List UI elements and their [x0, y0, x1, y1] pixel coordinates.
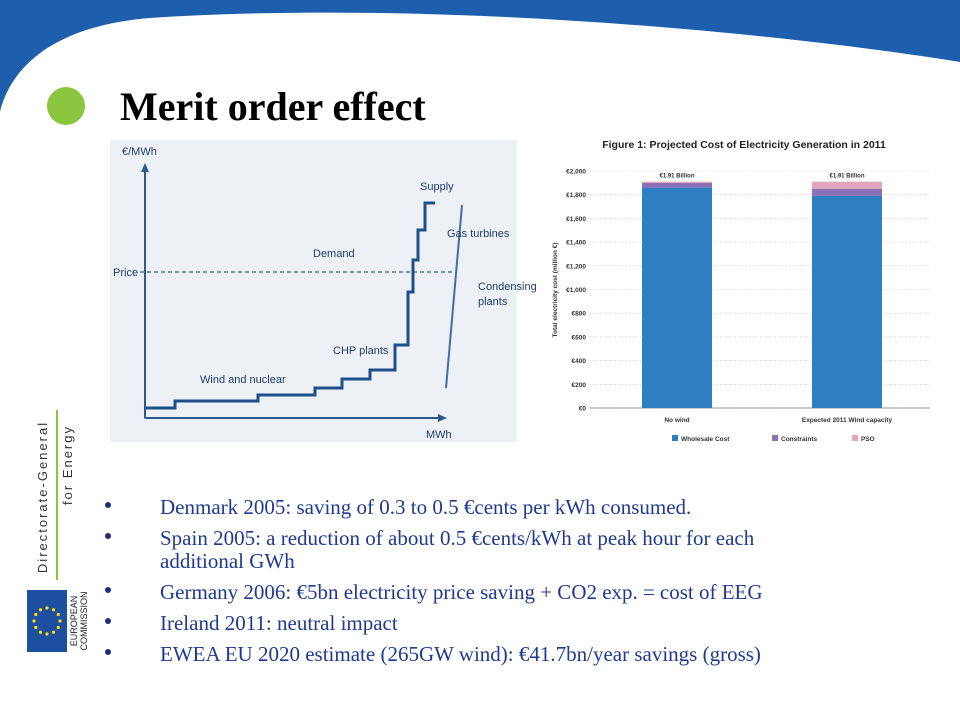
demand-line — [445, 204, 463, 389]
legend-label: Wholesale Cost — [681, 436, 730, 443]
star — [58, 619, 62, 623]
logo-line2: COMMISSION — [79, 591, 89, 650]
y-axis-label: Total electricity cost (million €) — [552, 243, 559, 338]
bullet-dot — [105, 649, 111, 655]
bullet-text: additional GWh — [160, 549, 295, 573]
supply-curve — [145, 201, 435, 410]
flag-stars — [32, 606, 62, 636]
bar-segment — [812, 195, 882, 408]
y-tick-label: €1,400 — [566, 240, 586, 247]
slide-title: Merit order effect — [120, 84, 426, 129]
bullet-dot — [105, 533, 111, 539]
diagram-bg — [110, 140, 517, 442]
label: Demand — [313, 248, 355, 260]
legend-swatch — [772, 435, 778, 441]
y-tick-label: €800 — [572, 311, 587, 318]
department: Directorate-General — [35, 421, 50, 573]
star — [38, 630, 43, 634]
bullet-dot — [105, 587, 111, 593]
title-dot — [47, 87, 85, 125]
y-tick-label: €1,200 — [566, 263, 586, 270]
star — [45, 606, 49, 610]
bullet-text: Spain 2005: a reduction of about 0.5 €ce… — [160, 526, 755, 550]
star — [56, 612, 60, 617]
y-tick-label: €1,600 — [566, 216, 586, 223]
star — [38, 608, 43, 612]
bar-annotation: €1.91 Billion — [659, 174, 694, 180]
star — [45, 632, 49, 636]
legend-swatch — [852, 435, 858, 441]
x-tick-label: Expected 2011 Wind capacity — [802, 417, 893, 424]
label: Wind and nuclear — [200, 374, 286, 386]
bar-chart: €0 €200 €400 €600 €800 €1,000 €1,200 €1,400 €1,6… — [566, 169, 930, 443]
bar-segment — [642, 182, 712, 188]
bullet-text: Ireland 2011: neutral impact — [160, 611, 398, 635]
arrow — [438, 414, 447, 422]
y-tick-label: €1,800 — [566, 192, 586, 199]
label: plants — [478, 296, 508, 308]
bar-segment — [812, 188, 882, 196]
label: €/MWh — [122, 146, 157, 158]
y-tick-label: €2,000 — [566, 169, 586, 176]
bullet-text: Denmark 2005: saving of 0.3 to 0.5 €cent… — [160, 495, 691, 519]
bullet-list: Denmark 2005: saving of 0.3 to 0.5 €cent… — [105, 495, 763, 666]
bullet-note: cost of EEG — [660, 580, 763, 604]
arrow — [141, 163, 149, 172]
star — [51, 608, 56, 612]
y-tick-label: €0 — [579, 406, 587, 413]
bullet-dot — [105, 502, 111, 508]
y-tick-label: €1,000 — [566, 287, 586, 294]
bullet-text: Germany 2006: €5bn electricity price sav… — [160, 580, 655, 604]
star — [51, 630, 56, 634]
star — [32, 619, 36, 623]
star — [56, 625, 60, 630]
label: Price — [113, 267, 138, 279]
label: Gas turbines — [447, 228, 510, 240]
legend-label: PSO — [861, 436, 875, 443]
label: Supply — [420, 181, 454, 193]
label: Condensing — [478, 281, 537, 293]
star — [34, 625, 38, 630]
logo-line1: EUROPEAN — [69, 596, 79, 647]
banner — [0, 0, 960, 112]
legend-swatch — [672, 435, 678, 441]
y-tick-label: €600 — [572, 334, 587, 341]
bar-segment — [812, 181, 882, 189]
bar-annotation: €1.91 Billion — [829, 174, 864, 180]
bar-segment — [642, 181, 712, 183]
label: CHP plants — [333, 345, 389, 357]
label: MWh — [426, 429, 452, 441]
bullet-text: EWEA EU 2020 estimate (265GW wind): €41.… — [160, 642, 761, 666]
chart-title: Figure 1: Projected Cost of Electricity … — [602, 139, 886, 151]
bullet-dot — [105, 618, 111, 624]
legend-label: Constraints — [781, 436, 818, 443]
x-tick-label: No wind — [664, 417, 689, 424]
bar-segment — [642, 187, 712, 408]
y-tick-label: €400 — [572, 358, 587, 365]
department-line2: for Energy — [60, 425, 75, 505]
y-tick-label: €200 — [572, 382, 587, 389]
star — [34, 612, 38, 617]
